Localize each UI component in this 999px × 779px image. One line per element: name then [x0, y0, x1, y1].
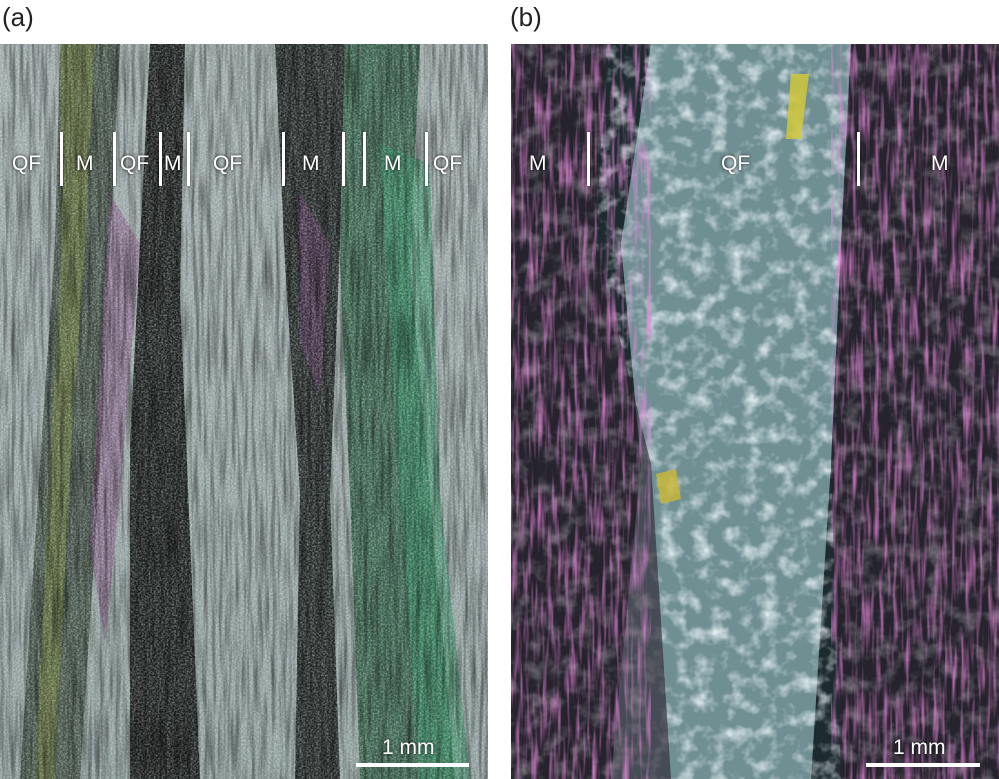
micrograph-b: M QF M 1 mm — [511, 44, 999, 779]
micrograph-a: QF M QF M QF M M QF 1 mm — [0, 44, 488, 779]
band-divider — [159, 132, 162, 186]
micrograph-a-image — [0, 44, 488, 779]
band-label-qf: QF — [12, 152, 42, 175]
micrograph-b-image — [511, 44, 999, 779]
scale-label: 1 mm — [382, 736, 435, 759]
band-divider — [425, 132, 428, 186]
band-divider — [857, 132, 860, 186]
band-divider — [363, 132, 366, 186]
band-label-m: M — [302, 152, 320, 175]
band-label-m: M — [931, 152, 949, 175]
panel-label-a: (a) — [2, 2, 34, 32]
band-divider — [282, 132, 285, 186]
band-label-qf: QF — [120, 152, 150, 175]
band-divider — [342, 132, 345, 186]
band-label-qf: QF — [213, 152, 243, 175]
band-divider — [187, 132, 190, 186]
scale-bar-line — [356, 763, 469, 767]
band-label-m: M — [384, 152, 402, 175]
band-label-qf: QF — [721, 152, 751, 175]
band-divider — [60, 132, 63, 186]
panel-label-b: (b) — [510, 2, 542, 32]
scale-bar-line — [866, 763, 980, 767]
band-divider — [113, 132, 116, 186]
band-label-m: M — [76, 152, 94, 175]
band-label-m: M — [529, 152, 547, 175]
scale-label: 1 mm — [893, 736, 946, 759]
band-divider — [587, 132, 590, 186]
band-label-m: M — [164, 152, 182, 175]
band-label-qf: QF — [433, 152, 463, 175]
